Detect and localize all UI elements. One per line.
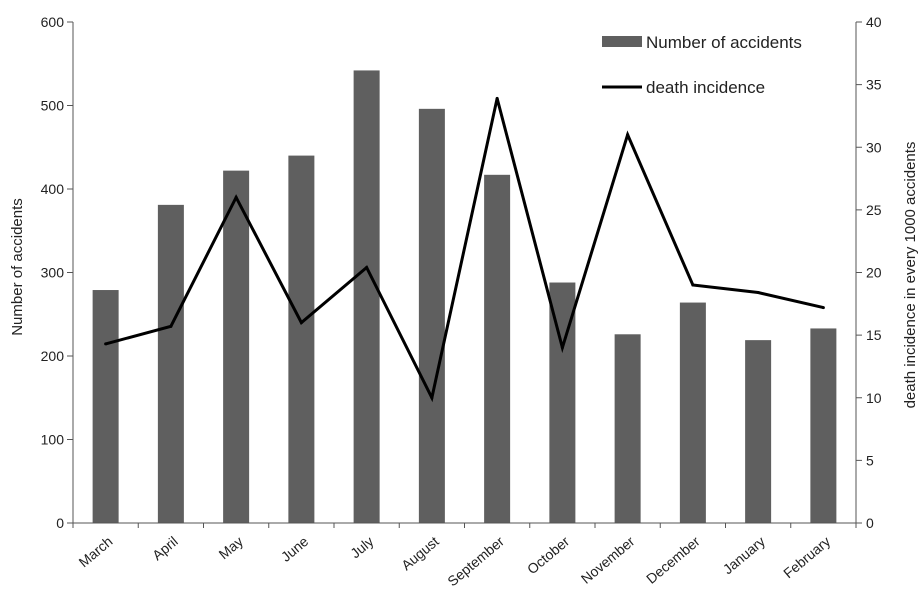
line-point-october (560, 346, 564, 350)
x-tick-label-july: July (347, 533, 376, 561)
left-y-tick-label: 200 (41, 348, 65, 364)
right-y-tick-label: 40 (866, 14, 882, 30)
line-point-may (234, 195, 238, 199)
line-point-april (169, 324, 173, 328)
bar-september (484, 174, 511, 523)
right-y-tick-labels: 0 5 10 15 20 25 30 35 40 (866, 14, 882, 531)
legend-label-number-of-accidents: Number of accidents (646, 33, 802, 52)
x-tick-label-november: November (578, 533, 638, 587)
line-point-september (495, 96, 499, 100)
left-y-tick-label: 300 (41, 265, 65, 281)
left-y-tick-label: 500 (41, 98, 65, 114)
right-y-tick-label: 10 (866, 390, 882, 406)
bar-may (223, 170, 250, 523)
x-tick-label-april: April (149, 533, 181, 563)
bar-december (679, 302, 706, 523)
left-y-tick-label: 400 (41, 181, 65, 197)
bar-february (810, 328, 837, 523)
line-point-july (365, 265, 369, 269)
right-y-tick-label: 30 (866, 139, 882, 155)
x-tick-label-december: December (643, 533, 703, 587)
right-y-tick-label: 15 (866, 327, 882, 343)
death-incidence-line (105, 98, 824, 403)
line-point-june (299, 321, 303, 325)
line-point-november (626, 133, 630, 137)
y2-axis-title: death incidence in every 1000 accidents (902, 142, 919, 409)
bar-series-number-of-accidents (92, 70, 837, 524)
line-point-august (430, 396, 434, 400)
x-tick-label-january: January (720, 533, 768, 577)
x-tick-label-march: March (75, 533, 115, 570)
line-point-december (691, 283, 695, 287)
line-series-death-incidence (104, 96, 825, 403)
axes (67, 21, 862, 528)
x-tick-label-june: June (278, 533, 312, 565)
legend: Number of accidents death incidence (602, 33, 802, 97)
right-y-tick-label: 5 (866, 452, 874, 468)
right-y-tick-label: 35 (866, 77, 882, 93)
x-tick-label-may: May (216, 533, 247, 562)
x-tick-label-october: October (524, 533, 573, 577)
x-tick-label-september: September (444, 533, 507, 589)
bar-april (157, 204, 184, 524)
line-point-february (821, 306, 825, 310)
bar-january (745, 340, 772, 523)
bar-august (418, 108, 445, 523)
y-axis-title: Number of accidents (9, 198, 26, 336)
x-tick-labels: March April May June July August September Octo… (75, 533, 833, 589)
x-tick-label-february: February (780, 533, 833, 581)
bar-june (288, 155, 315, 523)
left-y-tick-label: 0 (56, 515, 64, 531)
right-y-tick-label: 0 (866, 515, 874, 531)
bar-march (92, 290, 119, 523)
line-point-march (104, 342, 108, 346)
right-y-tick-label: 25 (866, 202, 882, 218)
bar-november (614, 334, 641, 523)
right-y-tick-label: 20 (866, 265, 882, 281)
legend-label-death-incidence: death incidence (646, 78, 765, 97)
left-y-tick-labels: 0 100 200 300 400 500 600 (41, 14, 65, 531)
legend-swatch-number-of-accidents (602, 36, 642, 47)
bar-july (353, 70, 380, 524)
x-tick-label-august: August (398, 533, 442, 573)
left-y-tick-label: 100 (41, 432, 65, 448)
line-point-january (756, 291, 760, 295)
left-y-tick-label: 600 (41, 14, 65, 30)
